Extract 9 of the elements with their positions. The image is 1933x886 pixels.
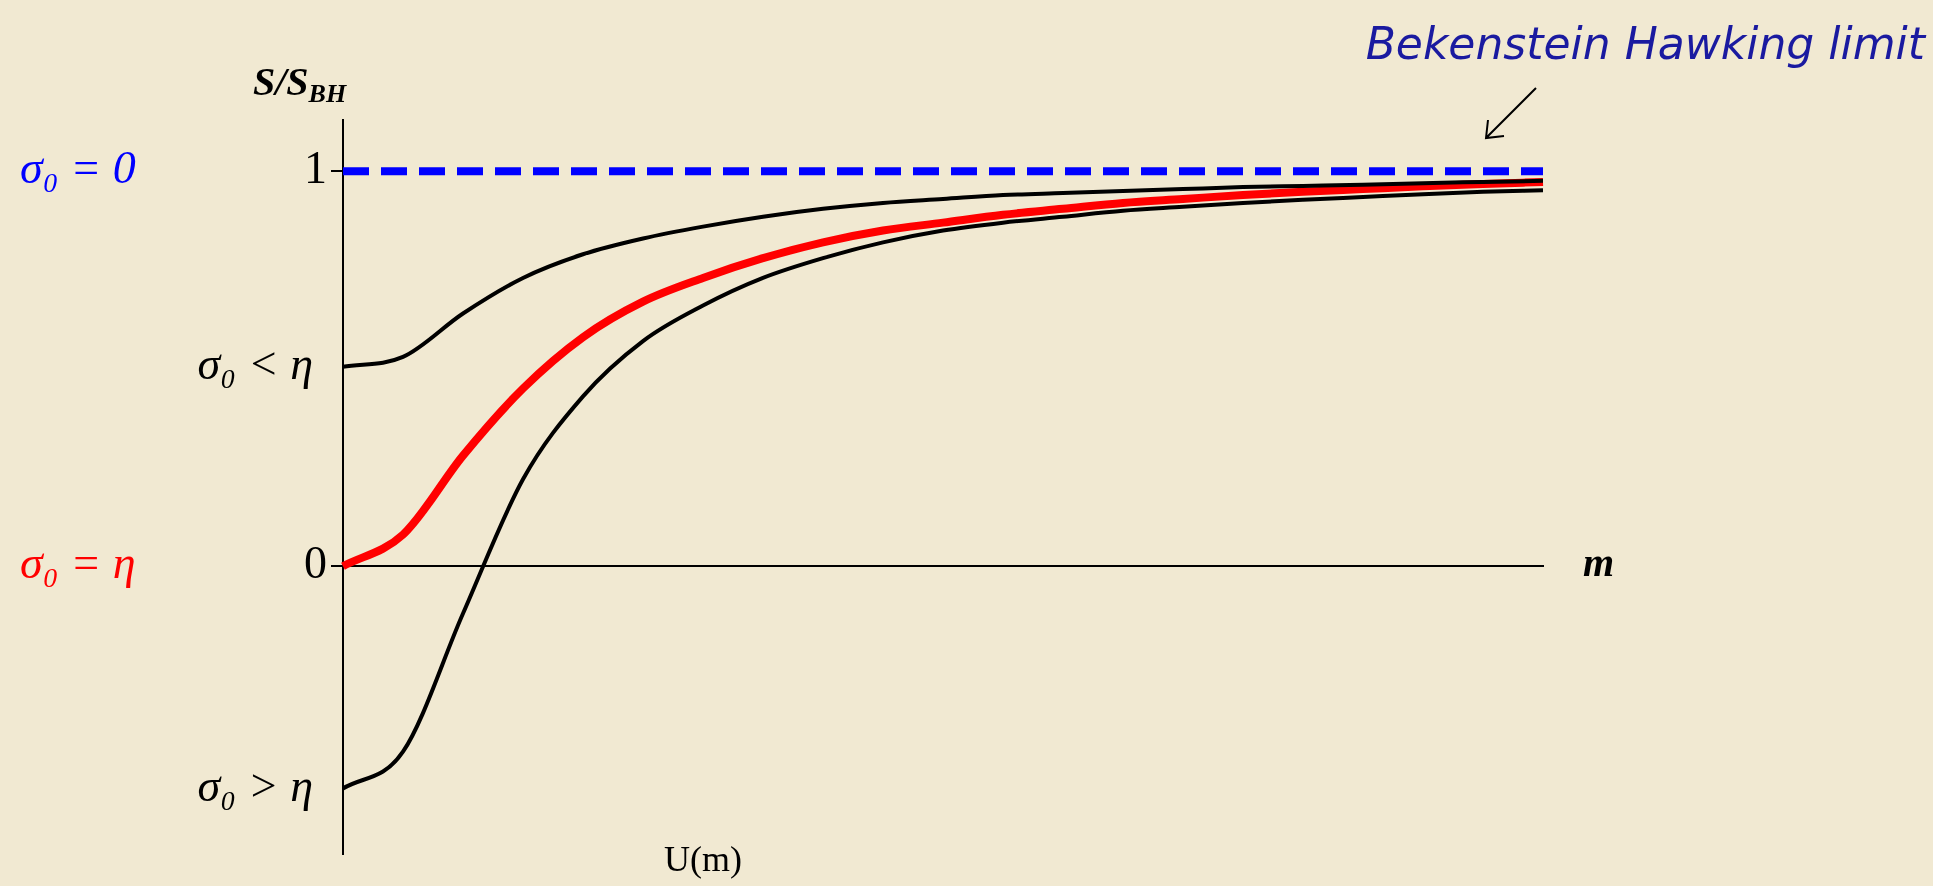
series-label: σ₀ > η: [197, 759, 313, 811]
annotation: U(m): [664, 839, 742, 880]
y-tick-label: 1: [304, 142, 327, 194]
text: σ₀ = 0: [20, 142, 136, 194]
text: σ₀ = η: [20, 537, 136, 589]
y-tick-label: 0: [304, 537, 327, 589]
series-label: σ₀ < η: [197, 337, 313, 389]
text: Bekenstein Hawking limit: [1365, 18, 1927, 70]
x-axis-title: m: [1583, 540, 1615, 586]
